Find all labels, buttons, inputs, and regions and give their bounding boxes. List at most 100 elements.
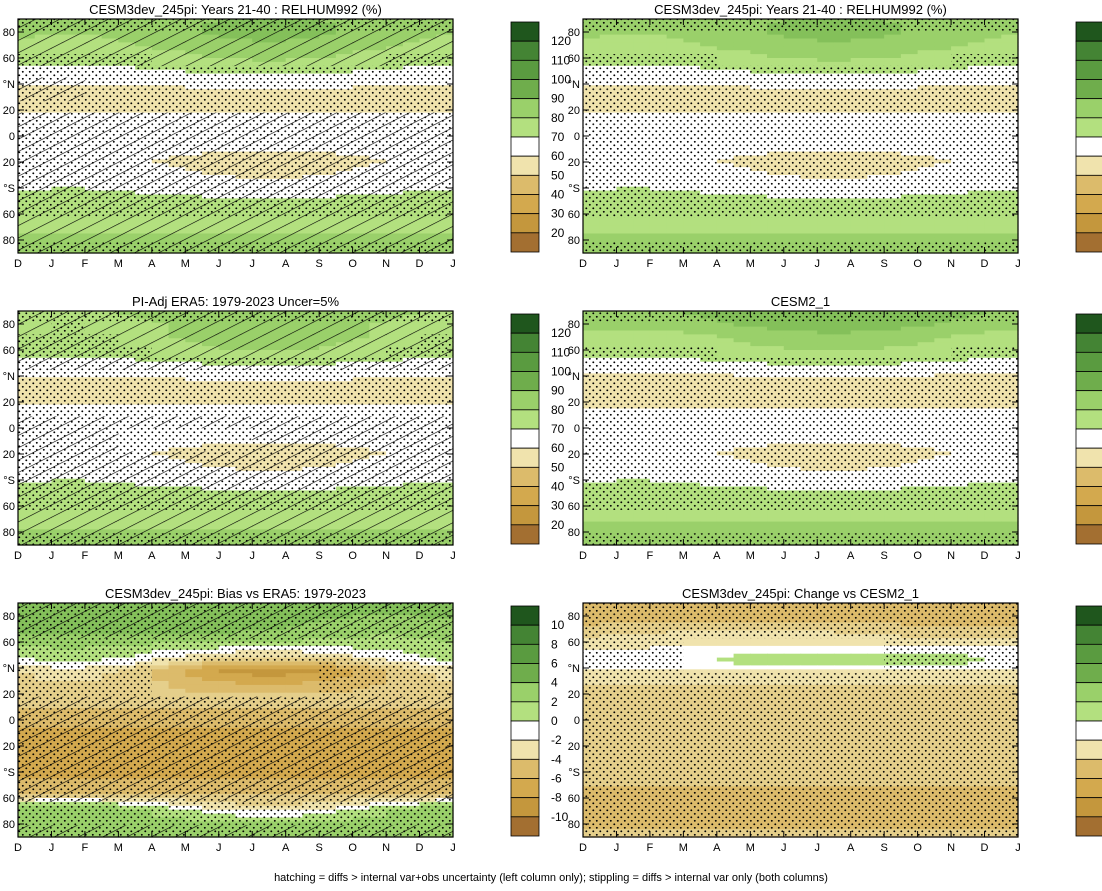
stipple-region — [917, 19, 952, 31]
stipple-region — [616, 112, 650, 125]
hatch-region — [352, 206, 387, 219]
heatmap-cell — [867, 38, 885, 43]
stipple-region — [884, 19, 918, 31]
heatmap-cell — [649, 38, 668, 43]
hatch-region — [151, 124, 186, 137]
stipple-region — [951, 65, 985, 78]
stipple-region — [884, 124, 918, 136]
hatch-region — [285, 206, 320, 219]
stipple-region — [319, 100, 353, 113]
stipple-region — [884, 241, 918, 253]
heatmap-cell — [733, 221, 751, 227]
heatmap-cell — [767, 58, 785, 63]
stipple-region — [616, 77, 650, 90]
heatmap-cell — [800, 38, 818, 43]
stipple-region — [984, 54, 1018, 66]
heatmap-cell — [833, 46, 852, 51]
x-tick-label: A — [282, 258, 290, 270]
hatch-region — [419, 159, 454, 172]
hatch-region — [386, 217, 420, 230]
stipple-region — [850, 136, 885, 148]
heatmap-cell — [1001, 229, 1019, 235]
heatmap-cell — [700, 50, 718, 55]
heatmap-cell — [599, 50, 618, 55]
x-tick-label: S — [315, 258, 322, 270]
heatmap-cell — [917, 221, 935, 227]
stipple-region — [750, 136, 784, 148]
heatmap-cell — [1001, 30, 1019, 36]
stipple-region — [984, 77, 1018, 90]
heatmap-cell — [683, 34, 701, 40]
stipple-region — [783, 147, 818, 160]
colorbar-box — [1075, 117, 1102, 138]
hatch-region — [319, 182, 353, 195]
stipple-region — [783, 241, 818, 253]
heatmap-cell — [850, 46, 869, 51]
heatmap-cell — [833, 217, 852, 223]
heatmap-cell — [917, 225, 935, 231]
heatmap-cell — [783, 50, 802, 55]
heatmap-cell — [850, 30, 869, 36]
stipple-region — [616, 194, 650, 207]
stipple-region — [616, 89, 650, 101]
stipple-region — [18, 100, 52, 113]
hatch-region — [352, 171, 387, 184]
heatmap-cell — [884, 217, 902, 223]
hatch-region — [218, 206, 253, 219]
stipple-region — [716, 65, 751, 78]
stipple-region — [583, 241, 617, 253]
stipple-region — [716, 89, 751, 101]
heatmap-cell — [800, 217, 818, 223]
hatch-region — [352, 241, 387, 254]
colorbar-box — [510, 194, 540, 215]
hatch-region — [185, 229, 220, 242]
stipple-region — [716, 159, 751, 172]
stipple-region — [951, 147, 985, 160]
hatch-region — [419, 182, 454, 195]
heatmap-cell — [951, 221, 969, 227]
stipple-region — [51, 65, 85, 78]
heatmap-cell — [833, 54, 852, 59]
hatch-region — [151, 42, 186, 55]
stipple-region — [884, 182, 918, 195]
stipple-region — [616, 65, 650, 78]
stipple-region — [352, 100, 387, 113]
stipple-region — [683, 54, 717, 66]
heatmap-cell — [984, 217, 1002, 223]
y-tick-label: °S — [568, 183, 580, 195]
heatmap-cell — [750, 30, 768, 36]
heatmap-cell — [967, 233, 986, 238]
x-tick-label: N — [947, 258, 955, 270]
heatmap-cell — [750, 54, 768, 59]
stipple-region — [386, 77, 420, 90]
y-tick-label: 60 — [3, 209, 15, 221]
stipple-region — [951, 89, 985, 101]
stipple-region — [683, 241, 717, 253]
hatch-region — [419, 171, 454, 184]
colorbar-label: 30 — [551, 207, 565, 221]
heatmap-cell — [867, 58, 885, 63]
heatmap-cell — [951, 237, 969, 242]
stipple-region — [750, 159, 784, 172]
heatmap-cell — [599, 221, 618, 227]
stipple-region — [817, 159, 851, 172]
heatmap-cell — [884, 58, 902, 63]
heatmap-cell — [967, 225, 986, 231]
heatmap-cell — [616, 46, 634, 51]
stipple-region — [583, 112, 617, 125]
heatmap-cell — [800, 58, 818, 63]
stipple-region — [917, 182, 952, 195]
stipple-region — [583, 77, 617, 90]
heatmap-cell — [984, 237, 1002, 242]
heatmap-cell — [783, 237, 802, 242]
stipple-region — [850, 65, 885, 78]
hatch-region — [319, 217, 353, 230]
heatmap-cell — [934, 61, 952, 67]
hatch-region — [84, 19, 119, 31]
colorbar-label: 110 — [551, 53, 570, 67]
heatmap-cell — [700, 42, 718, 47]
heatmap-cell — [783, 221, 802, 227]
